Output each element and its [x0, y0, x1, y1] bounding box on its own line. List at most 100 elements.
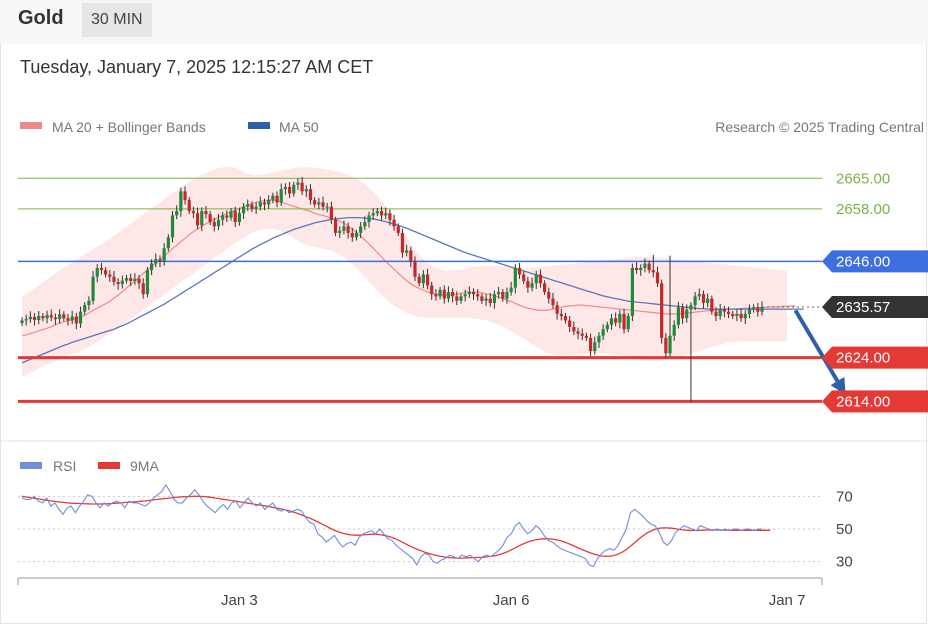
chart-frame — [0, 44, 927, 624]
level-tag-2614.00 — [822, 390, 928, 413]
candle — [630, 263, 634, 322]
candle — [739, 308, 743, 322]
instrument-title: Gold — [18, 7, 64, 29]
rsi-line — [21, 483, 762, 568]
candle — [484, 294, 488, 306]
level-label-2658.00: 2658.00 — [836, 201, 890, 218]
candle — [74, 312, 78, 330]
candle — [647, 260, 651, 274]
candle — [292, 181, 296, 197]
legend-label-rsi: RSI — [53, 458, 76, 474]
candle — [241, 202, 246, 219]
candle — [459, 293, 463, 304]
candle — [689, 302, 693, 402]
candle — [212, 217, 216, 232]
candle — [476, 289, 480, 301]
time-tick-Jan-3: Jan 3 — [221, 592, 258, 609]
candle — [693, 292, 697, 311]
candle — [170, 211, 175, 243]
candle — [150, 259, 154, 276]
candle — [154, 253, 158, 268]
candle — [538, 269, 543, 288]
candle — [417, 273, 421, 287]
level-tag-2624.00 — [822, 346, 928, 369]
candle — [756, 302, 760, 317]
candle — [24, 314, 28, 326]
candle — [359, 222, 363, 238]
interval-badge[interactable]: 30 MIN — [82, 3, 152, 37]
candle — [304, 185, 308, 198]
rsi-panel: 70 50 30 — [18, 483, 853, 571]
candle — [451, 288, 455, 303]
legend-swatch-rsi — [20, 462, 42, 469]
candle — [166, 234, 170, 252]
candle — [655, 266, 660, 287]
candle — [668, 255, 672, 357]
candle — [308, 184, 313, 205]
candle — [225, 210, 229, 222]
candle — [605, 321, 609, 333]
candle — [526, 276, 530, 293]
candle — [597, 332, 601, 348]
candle — [279, 183, 283, 207]
candle — [685, 304, 689, 323]
candle — [400, 228, 405, 258]
candle — [384, 207, 388, 220]
candle — [141, 278, 145, 299]
last-price-tag — [822, 296, 928, 319]
candle — [83, 302, 87, 315]
candle — [513, 264, 517, 294]
candle — [179, 187, 183, 217]
candle — [191, 206, 196, 219]
candle — [120, 275, 124, 289]
copyright-label: Research © 2025 Trading Central — [715, 119, 924, 135]
candle — [338, 226, 342, 238]
candle — [626, 313, 630, 333]
candle — [409, 246, 413, 268]
candle — [333, 216, 338, 236]
candle — [726, 306, 731, 319]
candle — [680, 303, 685, 324]
candle — [70, 310, 74, 325]
candle — [283, 183, 287, 195]
forecast-arrow-head — [830, 376, 846, 395]
candle — [354, 229, 359, 241]
candle — [672, 320, 676, 341]
candle — [287, 181, 292, 198]
candle — [379, 206, 384, 221]
rsi-legend: RSI 9MA — [20, 458, 159, 474]
candle — [216, 214, 221, 231]
chart-header: Gold 30 MIN — [0, 0, 928, 44]
candle — [175, 205, 179, 220]
candle — [275, 191, 279, 208]
candle — [325, 202, 329, 213]
candle — [37, 311, 41, 325]
candle — [509, 281, 513, 296]
candle — [62, 311, 66, 322]
candle — [246, 199, 250, 212]
candle — [639, 264, 643, 276]
legend-swatch-9ma — [98, 462, 120, 469]
candle — [580, 328, 584, 341]
candle — [467, 286, 471, 298]
candle — [430, 281, 434, 300]
candle — [714, 307, 718, 322]
candle — [195, 207, 200, 230]
candle — [200, 207, 204, 232]
candle — [28, 311, 32, 323]
candle — [664, 332, 668, 358]
rsi-ma-line — [21, 495, 771, 559]
rsi-tick-70: 70 — [836, 488, 853, 505]
rsi-tick-30: 30 — [836, 554, 853, 571]
candle — [229, 208, 233, 221]
candle — [609, 313, 614, 330]
candle — [651, 254, 655, 278]
candle — [547, 287, 551, 304]
forecast-arrow — [793, 309, 846, 395]
candle — [501, 288, 505, 302]
candle — [271, 192, 275, 204]
time-axis: Jan 3 Jan 6 Jan 7 — [17, 577, 823, 609]
candle — [187, 197, 191, 215]
level-labels: 2665.00 2658.00 2646.00 2624.00 2614.00 2635.… — [762, 170, 928, 413]
